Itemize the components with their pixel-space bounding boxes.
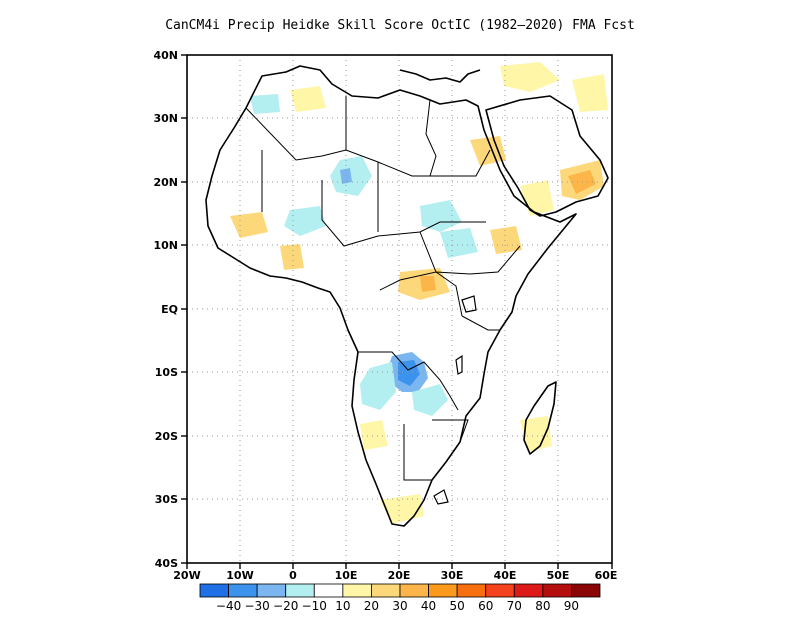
colorbar-swatch [571, 583, 601, 598]
colorbar-swatch [485, 583, 515, 598]
lon-label-0: 0 [289, 569, 297, 582]
colorbar-label: 20 [364, 599, 379, 613]
colorbar-swatch [313, 583, 344, 598]
colorbar-swatch [399, 583, 429, 598]
lon-label-40e: 40E [494, 569, 517, 582]
lon-label-60e: 60E [595, 569, 618, 582]
colorbar-swatch [513, 583, 544, 598]
map-title: CanCM4i Precip Heidke Skill Score OctIC … [165, 18, 635, 33]
map-frame [186, 54, 613, 564]
colorbar-swatch [256, 583, 287, 598]
colorbar-label: 40 [421, 599, 436, 613]
colorbar-label: −10 [302, 599, 327, 613]
colorbar-swatch [342, 583, 372, 598]
country-borders [245, 96, 521, 481]
colorbar-label: 60 [478, 599, 493, 613]
colorbar-label: 70 [507, 599, 522, 613]
colorbar-label: −20 [273, 599, 298, 613]
colorbar-swatch [199, 583, 229, 598]
graticule [187, 55, 612, 563]
colorbar-label: 80 [535, 599, 550, 613]
skill-shading [230, 62, 608, 524]
lon-label-20e: 20E [388, 569, 411, 582]
lat-label-20n: 20N [153, 176, 178, 189]
colorbar-label: −40 [216, 599, 241, 613]
lon-label-50e: 50E [547, 569, 570, 582]
lon-label-30e: 30E [441, 569, 464, 582]
lon-label-10w: 10W [226, 569, 253, 582]
colorbar-label: 50 [450, 599, 465, 613]
lat-label-eq: EQ [161, 303, 178, 316]
colorbar-swatch [371, 583, 401, 598]
coastlines [205, 65, 609, 527]
lat-label-30n: 30N [153, 112, 178, 125]
colorbar-label: −30 [244, 599, 269, 613]
lat-label-40s: 40S [155, 557, 178, 570]
lat-label-10s: 10S [155, 366, 178, 379]
colorbar-label: 30 [392, 599, 407, 613]
lat-label-40n: 40N [153, 49, 178, 62]
lat-label-20s: 20S [155, 430, 178, 443]
colorbar-swatch [228, 583, 258, 598]
colorbar-label: 10 [335, 599, 350, 613]
colorbar-swatch [428, 583, 458, 598]
lon-label-20w: 20W [173, 569, 200, 582]
lakes [433, 295, 477, 505]
lat-label-30s: 30S [155, 493, 178, 506]
lon-label-10e: 10E [335, 569, 358, 582]
colorbar-swatch [285, 583, 315, 598]
colorbar-swatch [456, 583, 487, 598]
colorbar: −40 −30 −20 −10 10 20 30 40 50 60 70 80 90 [199, 583, 601, 613]
colorbar-label: 90 [564, 599, 579, 613]
lat-label-10n: 10N [153, 239, 178, 252]
colorbar-swatch [542, 583, 572, 598]
